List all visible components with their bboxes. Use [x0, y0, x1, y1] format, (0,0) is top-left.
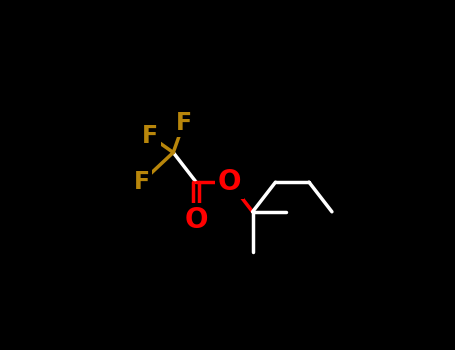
Text: O: O: [184, 206, 208, 234]
Text: F: F: [176, 111, 192, 135]
Text: F: F: [133, 170, 150, 194]
Text: O: O: [218, 168, 242, 196]
Text: F: F: [142, 124, 158, 148]
